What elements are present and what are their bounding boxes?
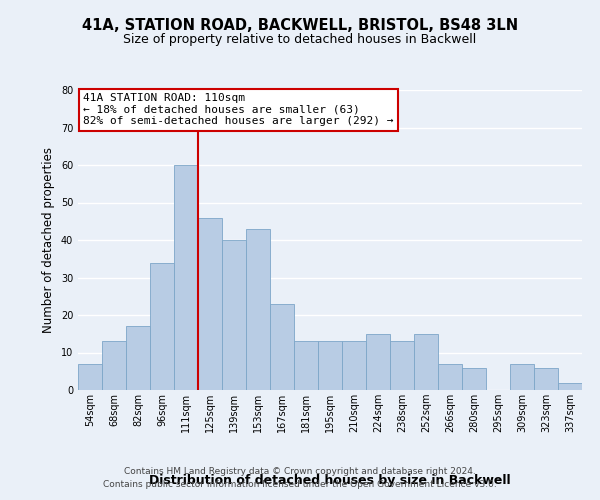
Bar <box>342 341 366 390</box>
Bar <box>366 334 390 390</box>
Bar <box>78 364 102 390</box>
Y-axis label: Number of detached properties: Number of detached properties <box>42 147 55 333</box>
Bar <box>270 304 294 390</box>
Bar <box>246 229 270 390</box>
Bar <box>294 341 318 390</box>
Bar <box>222 240 246 390</box>
Text: Contains public sector information licensed under the Open Government Licence v3: Contains public sector information licen… <box>103 480 497 489</box>
Bar <box>390 341 414 390</box>
Bar <box>318 341 342 390</box>
Bar <box>174 165 198 390</box>
Bar <box>438 364 462 390</box>
Bar <box>198 218 222 390</box>
Bar <box>102 341 126 390</box>
Text: 41A STATION ROAD: 110sqm
← 18% of detached houses are smaller (63)
82% of semi-d: 41A STATION ROAD: 110sqm ← 18% of detach… <box>83 93 394 126</box>
X-axis label: Distribution of detached houses by size in Backwell: Distribution of detached houses by size … <box>149 474 511 487</box>
Text: Size of property relative to detached houses in Backwell: Size of property relative to detached ho… <box>124 32 476 46</box>
Text: Contains HM Land Registry data © Crown copyright and database right 2024.: Contains HM Land Registry data © Crown c… <box>124 467 476 476</box>
Bar <box>126 326 150 390</box>
Bar <box>462 368 486 390</box>
Bar <box>558 382 582 390</box>
Bar <box>534 368 558 390</box>
Bar <box>150 262 174 390</box>
Text: 41A, STATION ROAD, BACKWELL, BRISTOL, BS48 3LN: 41A, STATION ROAD, BACKWELL, BRISTOL, BS… <box>82 18 518 32</box>
Bar <box>510 364 534 390</box>
Bar <box>414 334 438 390</box>
